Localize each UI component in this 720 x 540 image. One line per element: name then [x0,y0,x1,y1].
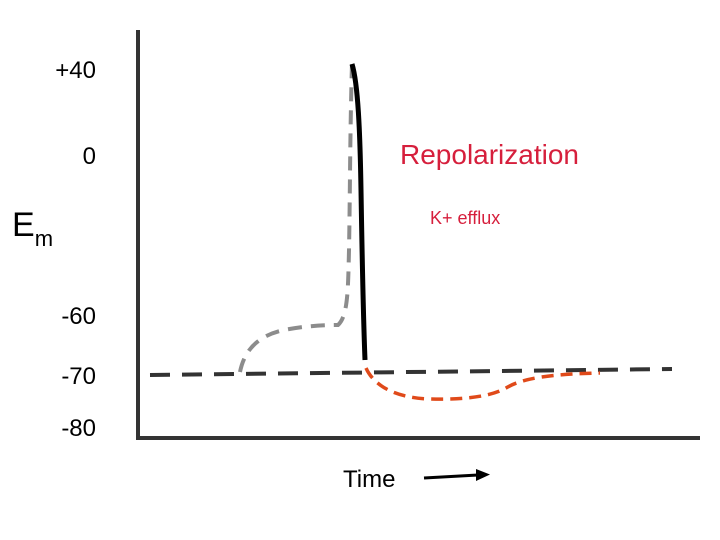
hyperpolarization-trace [364,367,601,401]
tick-label-minus80: -80 [61,415,96,442]
y-axis-label-subscript: m [35,226,53,251]
phase-label: Repolarization [400,139,579,170]
tick-label-minus70: -70 [61,363,96,390]
x-axis-label: Time [343,466,395,493]
resting-potential-line [149,367,673,377]
repolarization-trace [349,63,368,361]
right-arrow-icon [423,469,490,481]
y-axis-label-main: E [12,206,35,244]
y-axis-label: Em [12,206,53,251]
tick-label-0: 0 [83,143,96,170]
tick-label-minus60: -60 [61,303,96,330]
tick-label-plus40: +40 [55,57,96,84]
depolarization-trace [238,63,354,373]
phase-sublabel: K+ efflux [430,208,500,228]
